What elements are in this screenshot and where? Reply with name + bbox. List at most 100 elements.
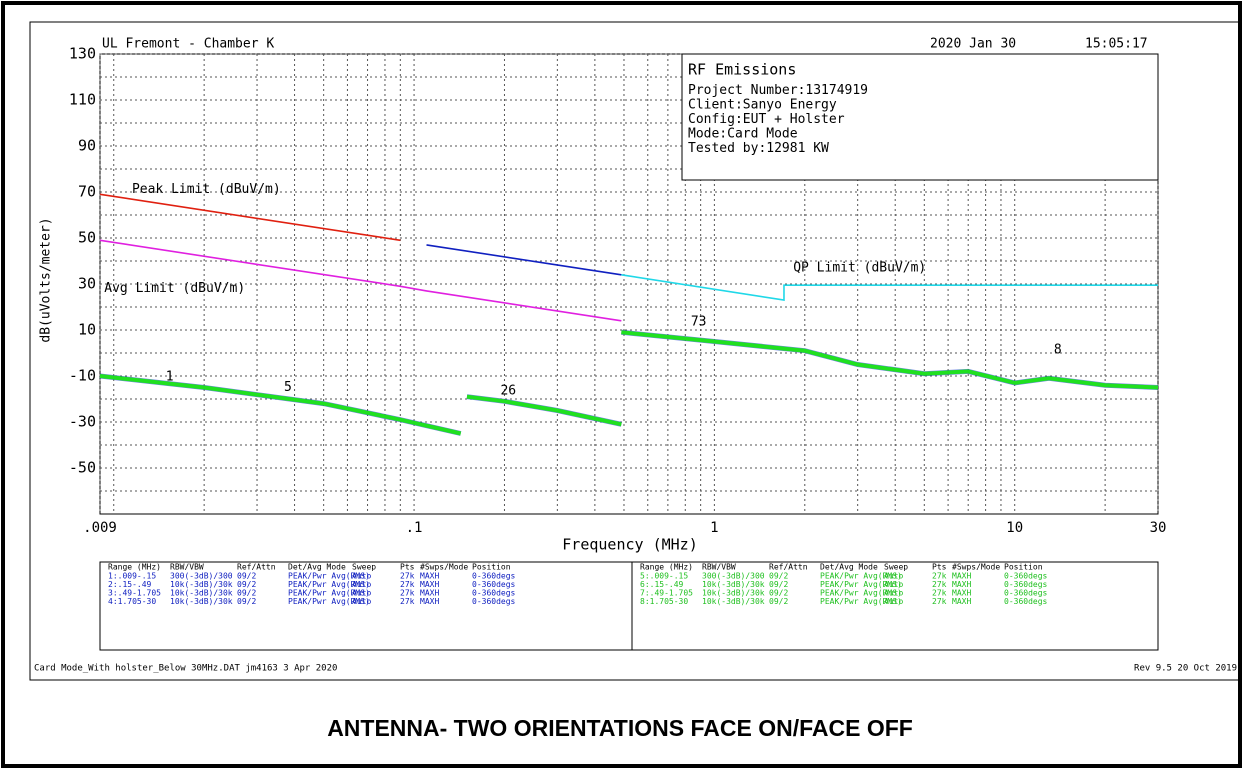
table-cell: 0-360degs bbox=[472, 589, 516, 598]
table-header: Pts bbox=[400, 563, 415, 572]
table-cell: 27k bbox=[400, 597, 415, 606]
limit-line bbox=[426, 244, 622, 276]
table-cell: 27k bbox=[400, 572, 415, 581]
table-cell: 0-360degs bbox=[1004, 597, 1048, 606]
table-cell: MAXH bbox=[952, 572, 971, 581]
annotation: 26 bbox=[500, 383, 516, 398]
limit-line bbox=[621, 274, 1158, 302]
table-cell: Auto bbox=[352, 597, 371, 606]
table-cell: PEAK/Pwr Avg(RMS) bbox=[288, 589, 370, 598]
table-header: RBW/VBW bbox=[170, 563, 204, 572]
table-cell: Auto bbox=[884, 572, 903, 581]
table-cell: 09/2 bbox=[237, 580, 256, 589]
table-cell: 2:.15-.49 bbox=[108, 580, 152, 589]
limit-line bbox=[99, 239, 622, 322]
table-header: Range (MHz) bbox=[108, 563, 161, 572]
x-tick-label: .009 bbox=[83, 520, 117, 536]
table-cell: 27k bbox=[400, 589, 415, 598]
table-cell: MAXH bbox=[420, 597, 439, 606]
table-cell: 09/2 bbox=[769, 597, 788, 606]
table-cell: 09/2 bbox=[237, 597, 256, 606]
table-cell: 300(-3dB)/300 bbox=[702, 572, 765, 581]
table-cell: PEAK/Pwr Avg(RMS) bbox=[820, 589, 902, 598]
table-cell: Auto bbox=[884, 580, 903, 589]
table-header: Sweep bbox=[884, 563, 908, 572]
annotation: 5 bbox=[284, 380, 292, 395]
table-cell: 1:.009-.15 bbox=[108, 572, 156, 581]
table-cell: PEAK/Pwr Avg(RMS) bbox=[288, 597, 370, 606]
table-cell: MAXH bbox=[420, 572, 439, 581]
table-cell: 09/2 bbox=[769, 572, 788, 581]
annotation: Peak Limit (dBuV/m) bbox=[132, 182, 281, 197]
table-cell: 27k bbox=[932, 597, 947, 606]
table-header: Position bbox=[472, 563, 511, 572]
y-tick-label: 110 bbox=[69, 91, 96, 109]
y-tick-label: 10 bbox=[78, 321, 96, 339]
y-tick-label: 50 bbox=[78, 229, 96, 247]
y-tick-label: 130 bbox=[69, 45, 96, 63]
table-cell: MAXH bbox=[952, 580, 971, 589]
table-cell: 09/2 bbox=[769, 589, 788, 598]
emission-trace bbox=[466, 394, 622, 427]
table-cell: 27k bbox=[400, 580, 415, 589]
x-tick-label: 10 bbox=[1006, 520, 1023, 536]
info-line: Project Number:13174919 bbox=[688, 83, 868, 98]
annotation: 73 bbox=[691, 314, 707, 329]
table-cell: MAXH bbox=[952, 597, 971, 606]
y-tick-label: -10 bbox=[69, 367, 96, 385]
info-line: Tested by:12981 KW bbox=[688, 141, 829, 156]
y-tick-label: -30 bbox=[69, 413, 96, 431]
annotation: Avg Limit (dBuV/m) bbox=[104, 281, 245, 296]
table-cell: 27k bbox=[932, 580, 947, 589]
table-cell: 10k(-3dB)/30k bbox=[170, 580, 233, 589]
info-line: Config:EUT + Holster bbox=[688, 112, 845, 127]
table-cell: 27k bbox=[932, 572, 947, 581]
table-header: Det/Avg Mode bbox=[288, 563, 346, 572]
table-cell: Auto bbox=[352, 589, 371, 598]
info-line: Client:Sanyo Energy bbox=[688, 98, 837, 113]
y-tick-label: 90 bbox=[78, 137, 96, 155]
x-tick-label: 1 bbox=[710, 520, 718, 536]
info-line: RF Emissions bbox=[688, 61, 796, 79]
x-tick-label: .1 bbox=[406, 520, 423, 536]
table-cell: 09/2 bbox=[237, 572, 256, 581]
table-cell: 10k(-3dB)/30k bbox=[702, 597, 765, 606]
table-cell: MAXH bbox=[420, 580, 439, 589]
table-cell: 3:.49-1.705 bbox=[108, 589, 161, 598]
chart-title: UL Fremont - Chamber K bbox=[102, 37, 274, 52]
table-header: Ref/Attn bbox=[769, 563, 808, 572]
emission-trace bbox=[99, 374, 462, 436]
table-cell: Auto bbox=[352, 572, 371, 581]
inner-border bbox=[29, 21, 1241, 681]
table-header: Position bbox=[1004, 563, 1043, 572]
table-cell: 0-360degs bbox=[1004, 572, 1048, 581]
table-cell: Auto bbox=[884, 597, 903, 606]
table-cell: Auto bbox=[352, 580, 371, 589]
x-axis-label: Frequency (MHz) bbox=[562, 536, 697, 554]
info-line: Mode:Card Mode bbox=[688, 127, 798, 142]
y-tick-label: -50 bbox=[69, 459, 96, 477]
table-cell: 0-360degs bbox=[472, 580, 516, 589]
y-tick-label: 70 bbox=[78, 183, 96, 201]
table-cell: 0-360degs bbox=[1004, 580, 1048, 589]
footer-left: Card Mode_With holster_Below 30MHz.DAT j… bbox=[34, 664, 337, 674]
table-cell: PEAK/Pwr Avg(RMS) bbox=[820, 572, 902, 581]
table-cell: 0-360degs bbox=[1004, 589, 1048, 598]
table-cell: MAXH bbox=[420, 589, 439, 598]
table-header: Sweep bbox=[352, 563, 376, 572]
table-header: Det/Avg Mode bbox=[820, 563, 878, 572]
y-axis-label: dB(uVolts/meter) bbox=[39, 217, 54, 342]
table-header: #Swps/Mode bbox=[952, 563, 1000, 572]
table-cell: MAXH bbox=[952, 589, 971, 598]
table-cell: 0-360degs bbox=[472, 572, 516, 581]
table-cell: 09/2 bbox=[237, 589, 256, 598]
info-box bbox=[681, 53, 1159, 181]
table-box bbox=[99, 561, 1159, 651]
table-cell: 27k bbox=[932, 589, 947, 598]
footer-right: Rev 9.5 20 Oct 2019 bbox=[1134, 664, 1237, 674]
table-cell: Auto bbox=[884, 589, 903, 598]
table-cell: 7:.49-1.705 bbox=[640, 589, 693, 598]
caption: ANTENNA- TWO ORIENTATIONS FACE ON/FACE O… bbox=[327, 715, 913, 741]
time: 15:05:17 bbox=[1085, 37, 1148, 52]
